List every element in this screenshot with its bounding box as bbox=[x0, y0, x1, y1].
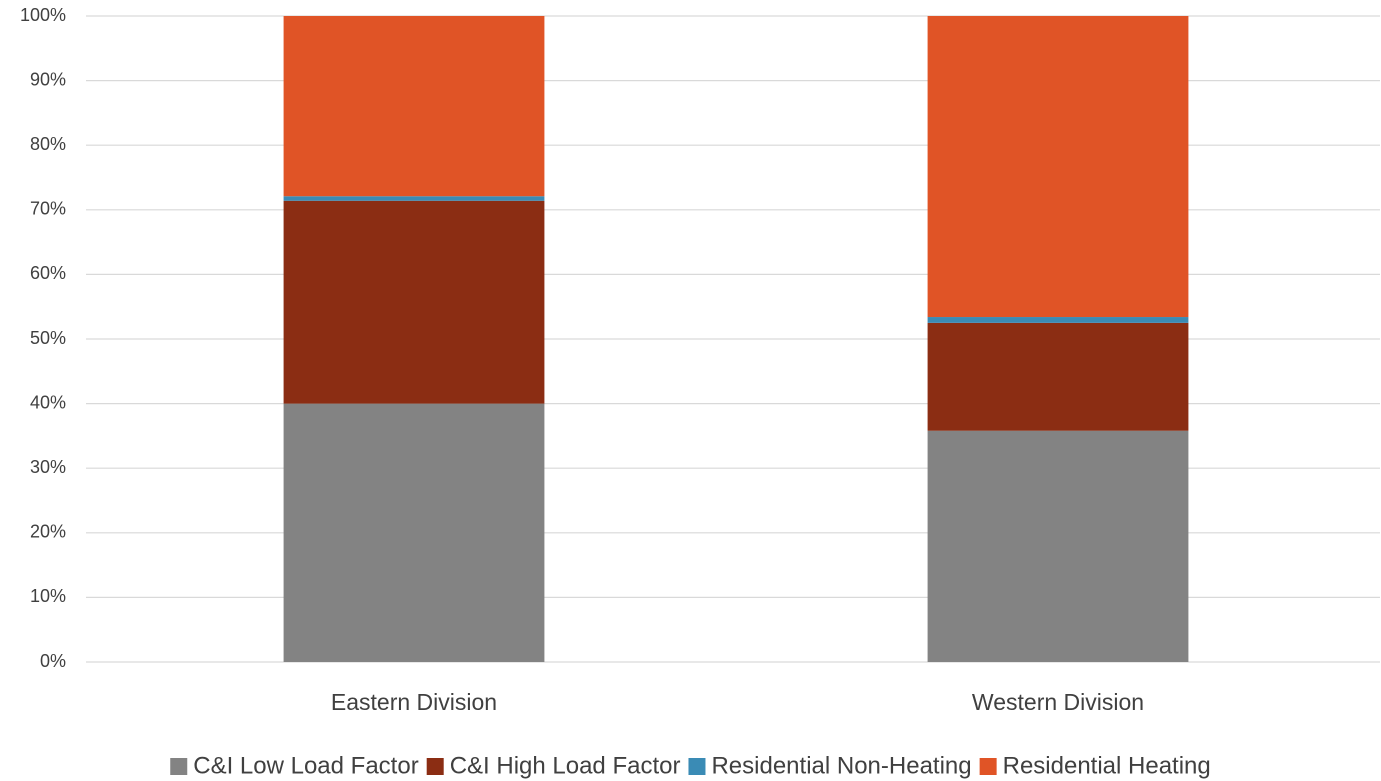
x-tick-label: Western Division bbox=[972, 689, 1144, 715]
y-tick-label: 100% bbox=[20, 5, 66, 25]
legend-swatch bbox=[170, 758, 188, 775]
bar-segment bbox=[283, 16, 545, 197]
y-tick-label: 20% bbox=[30, 522, 66, 542]
bar-segment bbox=[927, 430, 1189, 662]
legend-label: C&I High Load Factor bbox=[450, 752, 681, 779]
y-tick-label: 40% bbox=[30, 392, 66, 412]
legend-label: Residential Non-Heating bbox=[711, 752, 971, 779]
x-tick-label: Eastern Division bbox=[331, 689, 497, 715]
y-tick-label: 90% bbox=[30, 69, 66, 89]
bar-segment bbox=[927, 322, 1189, 431]
y-tick-label: 10% bbox=[30, 586, 66, 606]
bar-segment bbox=[283, 196, 545, 201]
legend-label: Residential Heating bbox=[1003, 752, 1211, 779]
y-tick-label: 50% bbox=[30, 328, 66, 348]
legend-swatch bbox=[979, 758, 997, 775]
legend-label: C&I Low Load Factor bbox=[193, 752, 418, 779]
y-tick-label: 30% bbox=[30, 457, 66, 477]
y-tick-label: 0% bbox=[40, 651, 66, 671]
y-tick-label: 60% bbox=[30, 263, 66, 283]
y-tick-label: 80% bbox=[30, 134, 66, 154]
bar-segment bbox=[927, 317, 1189, 323]
legend-swatch bbox=[688, 758, 706, 775]
legend-swatch bbox=[426, 758, 444, 775]
bar-segment bbox=[927, 16, 1189, 318]
y-tick-label: 70% bbox=[30, 199, 66, 219]
bar-segment bbox=[283, 200, 545, 404]
bar-segment bbox=[283, 403, 545, 662]
